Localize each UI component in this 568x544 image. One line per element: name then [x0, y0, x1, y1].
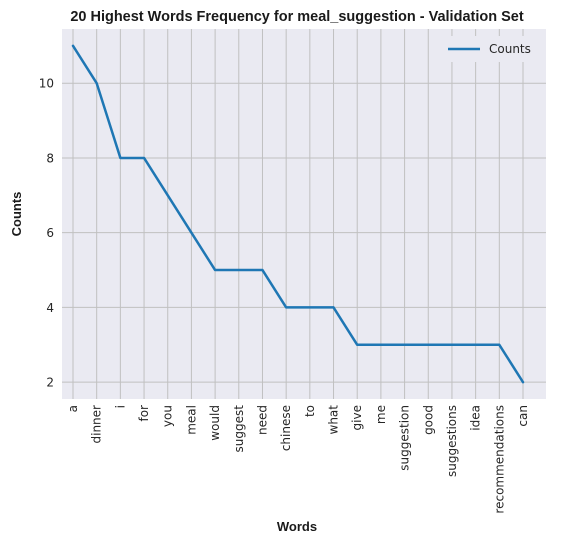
series-line-counts — [71, 44, 525, 384]
x-tick-label: chinese — [279, 405, 293, 451]
legend-label-counts: Counts — [489, 42, 531, 56]
series-layer — [71, 44, 525, 384]
y-tick-label: 8 — [46, 151, 54, 165]
y-tick-label: 2 — [46, 376, 54, 390]
x-tick-label: idea — [469, 405, 483, 431]
x-tick-label: you — [161, 405, 175, 427]
x-tick-label: can — [516, 405, 530, 427]
x-tick-label: need — [255, 405, 269, 435]
x-tick-label: a — [66, 405, 80, 412]
x-tick-label: dinner — [90, 405, 104, 444]
x-tick-label: for — [137, 405, 151, 422]
x-tick-label: suggest — [232, 405, 246, 453]
y-tick-labels: 2 4 6 8 10 — [39, 77, 54, 390]
x-tick-labels: a dinner i for you meal would suggest need chines… — [66, 405, 530, 514]
x-tick-label: what — [327, 405, 341, 435]
legend: Counts — [440, 36, 540, 62]
x-axis-label: Words — [277, 519, 317, 534]
plot-area — [62, 29, 546, 399]
x-tick-label: me — [374, 405, 388, 424]
y-tick-label: 4 — [46, 301, 54, 315]
x-tick-label: i — [113, 405, 127, 408]
x-tick-label: suggestion — [398, 405, 412, 471]
y-tick-label: 10 — [39, 77, 54, 91]
y-tick-label: 6 — [46, 226, 54, 240]
chart-title: 20 Highest Words Frequency for meal_sugg… — [70, 9, 524, 25]
x-tick-label: to — [303, 405, 317, 417]
x-tick-label: suggestions — [445, 405, 459, 477]
x-tick-label: would — [208, 405, 222, 441]
x-tick-label: good — [421, 405, 435, 435]
x-tick-label: meal — [184, 405, 198, 435]
x-tick-label: give — [350, 405, 364, 430]
grid — [62, 29, 546, 399]
x-tick-label: recommendations — [492, 405, 506, 514]
y-axis-label: Counts — [9, 192, 24, 237]
